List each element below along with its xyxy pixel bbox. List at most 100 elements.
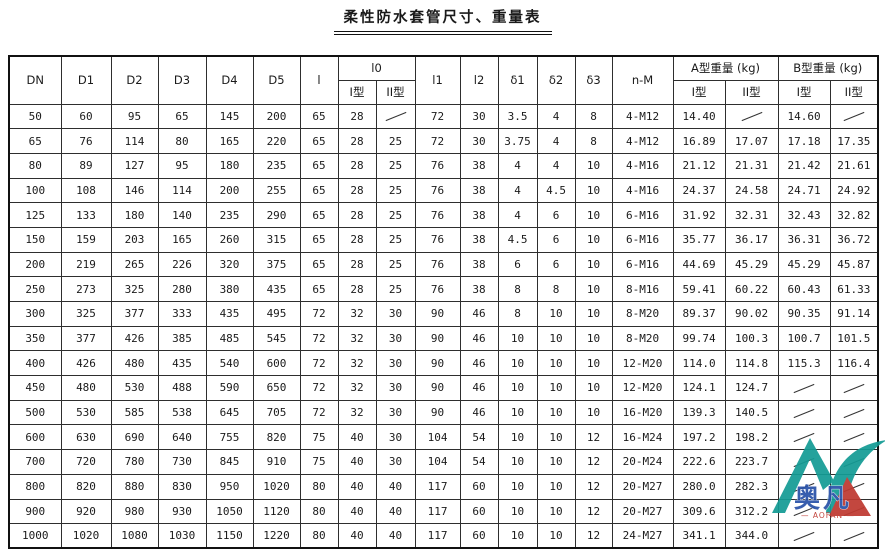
table-cell (777, 473, 831, 500)
table-cell: 12 (574, 498, 613, 525)
table-cell: 16-M20 (611, 399, 674, 426)
table-cell: 165 (205, 128, 254, 154)
table-cell: 124.1 (672, 375, 726, 401)
table-cell: 61.33 (829, 276, 879, 302)
table-cell: 10 (536, 350, 576, 377)
not-applicable-slash (843, 383, 865, 393)
table-cell: 114.0 (672, 350, 726, 377)
table-cell: 72 (299, 375, 339, 401)
table-cell: 426 (110, 325, 159, 352)
table-cell: 104 (414, 449, 461, 475)
table-cell: 38 (459, 177, 499, 204)
table-cell: 24.92 (829, 177, 879, 204)
table-cell: 10 (497, 473, 538, 500)
table-cell: 40 (337, 449, 377, 475)
table-cell: 4.5 (536, 177, 576, 204)
table-cell: 32 (337, 301, 377, 327)
table-cell: 24-M27 (611, 523, 674, 549)
table-cell: 1150 (205, 523, 254, 549)
table-cell: 31.92 (672, 202, 726, 228)
col-header-l1: l1 (414, 55, 461, 105)
table-cell: 65 (299, 276, 339, 302)
table-cell: 8 (574, 128, 613, 154)
table-cell: 8-M16 (611, 276, 674, 302)
not-applicable-slash (385, 112, 406, 122)
table-cell: 76 (414, 276, 461, 302)
col-header-d5: D5 (252, 55, 301, 105)
not-applicable-slash (793, 531, 815, 541)
table-cell: 36.72 (829, 226, 879, 253)
table-cell: 8 (574, 103, 613, 130)
table-cell: 273 (60, 276, 112, 302)
table-cell: 100 (8, 177, 62, 204)
table-cell (777, 399, 831, 426)
table-cell: 32 (337, 375, 377, 401)
col-header-l: l (299, 55, 339, 105)
table-cell: 90 (414, 350, 461, 377)
table-cell: 10 (497, 523, 538, 549)
col-header-delta2: δ2 (536, 55, 576, 105)
table-cell: 820 (252, 424, 301, 451)
table-cell (777, 523, 831, 549)
table-cell: 10 (574, 350, 613, 377)
table-cell: 46 (459, 325, 499, 352)
table-cell: 80 (299, 473, 339, 500)
table-cell: 80 (299, 523, 339, 549)
table-cell: 20-M27 (611, 498, 674, 525)
table-cell (829, 103, 879, 130)
table-cell: 10 (497, 399, 538, 426)
table-cell (829, 424, 879, 451)
table-cell: 10 (536, 301, 576, 327)
table-cell: 485 (205, 325, 254, 352)
table-cell: 32.82 (829, 202, 879, 228)
table-cell: 32.31 (724, 202, 779, 228)
table-cell: 200 (205, 177, 254, 204)
table-cell: 20-M24 (611, 449, 674, 475)
table-cell (829, 449, 879, 475)
table-cell: 6-M16 (611, 251, 674, 278)
table-cell: 219 (60, 251, 112, 278)
table-cell: 44.69 (672, 251, 726, 278)
table-cell: 117 (414, 473, 461, 500)
table-row: 500 530 585 538 645 705 72 32 30 90 46 10 10 10 16-M20… (8, 399, 879, 426)
table-cell: 10 (574, 152, 613, 179)
table-cell: 32 (337, 350, 377, 377)
table-cell: 30 (375, 375, 416, 401)
table-cell: 24.58 (724, 177, 779, 204)
table-cell: 325 (60, 301, 112, 327)
table-row: 1000 1020 1080 1030 1150 1220 80 40 40 117 60 10 10 1… (8, 523, 879, 549)
table-cell: 10 (536, 473, 576, 500)
table-cell: 325 (110, 276, 159, 302)
table-cell: 4 (497, 202, 538, 228)
table-cell: 28 (337, 202, 377, 228)
table-cell: 10 (574, 251, 613, 278)
table-cell: 60.43 (777, 276, 831, 302)
table-cell: 72 (299, 301, 339, 327)
table-cell: 100.7 (777, 325, 831, 352)
table-cell: 6-M16 (611, 226, 674, 253)
table-cell: 435 (157, 350, 207, 377)
table-cell: 950 (205, 473, 254, 500)
table-row: 250 273 325 280 380 435 65 28 25 76 38 8 8 10 8-M16 59.… (8, 276, 879, 302)
table-cell: 65 (299, 251, 339, 278)
col-header-d2: D2 (110, 55, 159, 105)
not-applicable-slash (843, 112, 865, 122)
not-applicable-slash (843, 507, 865, 517)
table-cell: 12 (574, 473, 613, 500)
table-cell: 1050 (205, 498, 254, 525)
table-cell: 40 (337, 498, 377, 525)
table-cell: 65 (299, 226, 339, 253)
not-applicable-slash (843, 408, 865, 418)
table-row: 900 920 980 930 1050 1120 80 40 40 117 60 10 10 12 20-… (8, 498, 879, 525)
table-cell: 4 (497, 177, 538, 204)
table-cell: 10 (574, 226, 613, 253)
col-header-weight-b-group: B型重量 (kg) (777, 55, 879, 81)
table-cell: 480 (110, 350, 159, 377)
table-cell: 76 (414, 202, 461, 228)
table-cell: 60 (459, 473, 499, 500)
table-cell: 8 (497, 301, 538, 327)
table-cell: 28 (337, 276, 377, 302)
table-cell: 59.41 (672, 276, 726, 302)
table-cell: 95 (110, 103, 159, 130)
table-cell: 30 (375, 325, 416, 352)
